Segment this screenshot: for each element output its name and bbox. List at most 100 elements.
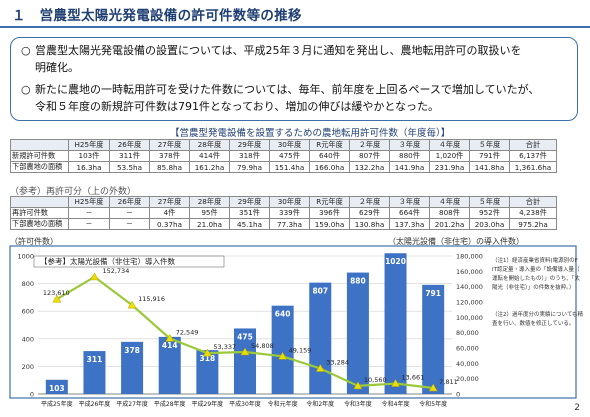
left-tick-label: 800 — [22, 280, 34, 288]
bullet-1-line1: 営農型太陽光発電設備の設置については、平成25年３月に通知を発出し、農地転用許可… — [35, 44, 522, 57]
right-tick-label: 120,000 — [456, 299, 483, 307]
x-tick-label: 平成25年度 — [41, 400, 73, 408]
table-cell: 21.0ha — [189, 218, 230, 230]
x-tick-label: 平成28年度 — [154, 400, 186, 408]
table-header-cell: R元年度 — [309, 196, 350, 208]
bullet-1: ○ 営農型太陽光発電設備の設置については、平成25年３月に通知を発出し、農地転用許… — [21, 42, 521, 76]
bullet-icon: ○ — [21, 44, 31, 57]
bar-value-label: 311 — [87, 355, 103, 364]
left-tick-label: 1000 — [17, 253, 34, 261]
bar-value-label: 807 — [312, 287, 328, 296]
right-tick-label: 40,000 — [456, 360, 479, 368]
bar — [384, 253, 407, 394]
bar-value-label: 475 — [237, 332, 253, 341]
bullet-2-line1: 新たに農地の一時転用許可を受けた件数については、毎年、前年度を上回るペースで増加… — [35, 83, 540, 96]
chart-note-2: （注2）過年度分の実績についても精 — [492, 310, 584, 318]
row-label: 下部農地の面積 — [10, 218, 69, 230]
chart-frame — [9, 245, 577, 399]
bullet-icon: ○ — [21, 83, 31, 96]
line-point — [165, 333, 175, 342]
table-cell: 79.9ha — [229, 161, 270, 173]
table-cell: 975.2ha — [509, 218, 557, 230]
bar — [271, 305, 294, 394]
line-value-label: 10,560 — [364, 376, 387, 384]
table-header-cell: ５年度 — [469, 139, 510, 151]
permit-table: H25年度 26年度 27年度 28年度 29年度 30年度 R元年度 ２年度 ３年度 ４年度 ５年… — [10, 139, 557, 173]
x-tick-label: 令和4年度 — [382, 400, 410, 408]
table-header-cell: 27年度 — [149, 139, 190, 151]
bar-value-label: 378 — [124, 346, 140, 355]
row-label: 下部農地の面積 — [10, 161, 69, 173]
left-tick-label: 0 — [30, 391, 34, 399]
x-tick-label: 令和3年度 — [344, 400, 372, 408]
line-value-label: 7,811 — [439, 378, 458, 386]
x-tick-label: 令和元年度 — [268, 400, 298, 408]
bullet-2-line2: 令和５年度の新規許可件数は791件となっており、増加の伸びは緩やかとなった。 — [35, 100, 440, 113]
table-cell: 0.37ha — [149, 218, 190, 230]
bar-value-label: 103 — [49, 384, 65, 393]
chart-note-1: IT認定量・導入量の「設備導入量（ — [492, 265, 580, 273]
chart-note-1: 運転を開始したもの）」のうち、「太 — [492, 274, 581, 282]
header-bar: １ 営農型太陽光発電設備の許可件数等の推移 — [0, 0, 590, 28]
bar — [45, 379, 68, 394]
left-tick-label: 600 — [22, 308, 34, 316]
table-row: 下部農地の面積－－ 0.37ha 21.0ha 45.1ha 77.3ha 159.0ha… — [10, 218, 557, 230]
table2-caption: （参考）再許可分（上の外数） — [10, 187, 137, 197]
right-tick-label: 80,000 — [456, 329, 479, 337]
bar-value-label: 791 — [425, 289, 441, 298]
x-tick-label: 令和2年度 — [306, 400, 334, 408]
line-point — [240, 347, 250, 356]
right-tick-label: 160,000 — [456, 268, 483, 276]
table-cell: － — [68, 218, 110, 230]
left-tick-label: 200 — [22, 363, 34, 371]
bar-value-label: 640 — [275, 310, 291, 319]
table-cell: 166.0ha — [309, 161, 350, 173]
right-tick-label: 100,000 — [456, 314, 483, 322]
table-cell: 77.3ha — [269, 218, 310, 230]
series-name-box — [33, 255, 225, 268]
x-tick-label: 平成27年度 — [116, 400, 148, 408]
table-cell: 161.2ha — [189, 161, 230, 173]
summary-box: ○ 営農型太陽光発電設備の設置については、平成25年３月に通知を発出し、農地転用許… — [10, 37, 578, 121]
x-tick-label: 平成26年度 — [79, 400, 111, 408]
bar — [422, 284, 445, 394]
bar — [158, 336, 181, 394]
left-axis-label: （許可件数） — [10, 237, 58, 246]
chart-note-2: 査を行い、数値を修正している。 — [492, 319, 574, 327]
line-value-label: 54,808 — [251, 342, 274, 350]
page-number: 2 — [574, 403, 580, 413]
line-point — [52, 294, 62, 303]
bar — [309, 282, 332, 394]
table1-caption: 【営農型発電設備を設置するための農地転用許可件数（年度毎）】 — [170, 128, 451, 139]
bar — [121, 341, 144, 394]
line-point — [127, 300, 137, 309]
right-tick-label: 20,000 — [456, 375, 479, 383]
bar-value-label: 318 — [200, 354, 216, 363]
right-tick-label: 140,000 — [456, 283, 483, 291]
bullet-1-line2: 明確化。 — [35, 61, 79, 74]
table-cell: 141.9ha — [389, 161, 430, 173]
line-value-label: 152,734 — [102, 267, 129, 275]
line-value-label: 115,916 — [138, 295, 165, 303]
line-value-label: 13,661 — [402, 374, 425, 382]
line-point — [90, 272, 99, 281]
table-row: 下部農地の面積 16.3ha 53.5ha 85.8ha 161.2ha 79.9ha 15… — [10, 161, 557, 173]
x-tick-label: 平成30年度 — [229, 400, 261, 408]
right-tick-label: 180,000 — [456, 253, 483, 261]
bar-value-label: 880 — [350, 277, 366, 286]
line-point — [202, 348, 212, 357]
bar-value-label: 1020 — [385, 257, 406, 266]
line-point — [278, 351, 288, 360]
right-tick-label: 0 — [456, 391, 460, 399]
line-point — [428, 383, 438, 392]
line-value-label: 123,610 — [43, 289, 70, 297]
x-tick-label: 平成29年度 — [192, 400, 224, 408]
bar — [196, 350, 219, 394]
x-tick-label: 令和5年度 — [419, 400, 447, 408]
repermit-table: H25年度 26年度 27年度 28年度 29年度 30年度 R元年度 ２年度 ３年度 ４年度 ５年… — [10, 196, 557, 230]
bar — [83, 351, 106, 394]
bar — [234, 328, 256, 394]
left-tick-label: 400 — [22, 335, 34, 343]
chart-note-1: （注1）経済産業省資料(電源別のF — [492, 256, 578, 264]
